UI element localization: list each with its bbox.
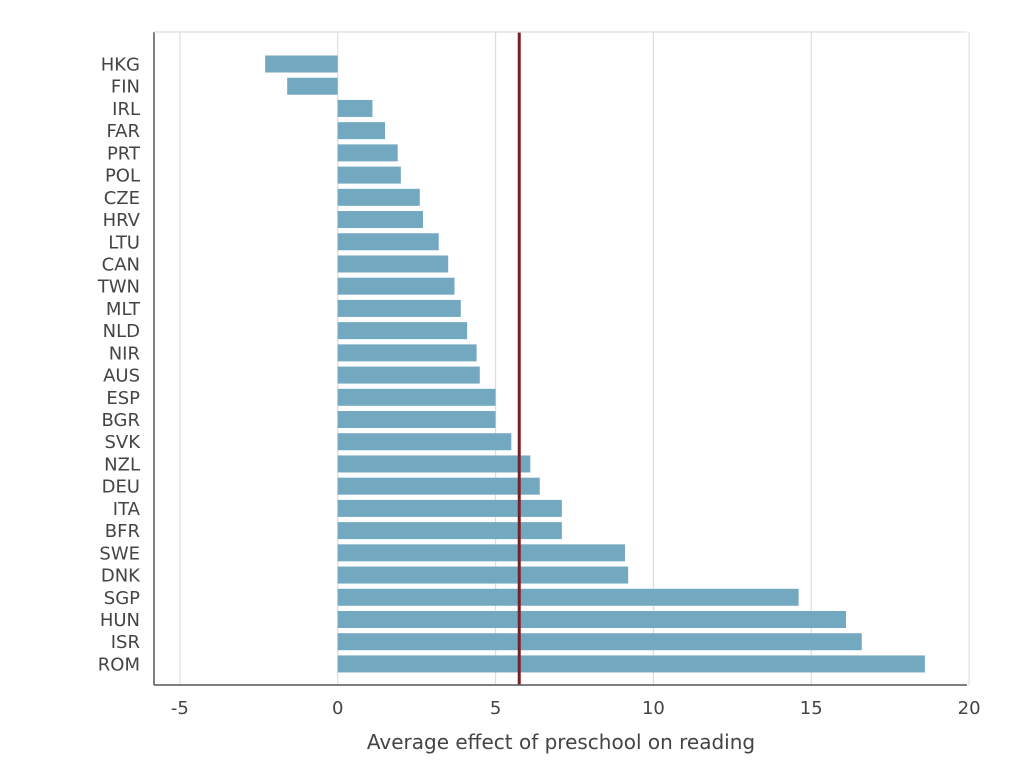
bar-svk xyxy=(337,433,512,451)
category-label-cze: CZE xyxy=(104,188,140,209)
bar-far xyxy=(337,122,386,140)
category-label-nzl: NZL xyxy=(104,454,140,475)
bar-bgr xyxy=(337,411,496,429)
category-label-hun: HUN xyxy=(100,610,140,631)
category-label-sgp: SGP xyxy=(104,588,140,609)
category-label-bgr: BGR xyxy=(102,410,141,431)
category-labels: HKGFINIRLFARPRTPOLCZEHRVLTUCANTWNMLTNLDN… xyxy=(97,55,141,676)
bar-nzl xyxy=(337,455,531,473)
category-label-aus: AUS xyxy=(103,366,140,387)
category-label-deu: DEU xyxy=(102,477,140,498)
category-label-swe: SWE xyxy=(99,543,140,564)
x-tick-label-15: 15 xyxy=(800,698,823,719)
x-tick-label-10: 10 xyxy=(642,698,665,719)
bar-bfr xyxy=(337,522,562,540)
bar-nld xyxy=(337,322,468,340)
category-label-rom: ROM xyxy=(98,654,140,675)
category-label-twn: TWN xyxy=(97,277,140,298)
category-label-isr: ISR xyxy=(111,632,140,653)
category-label-nir: NIR xyxy=(109,343,140,364)
bar-twn xyxy=(337,277,455,295)
bar-mlt xyxy=(337,299,461,317)
bar-hrv xyxy=(337,211,423,229)
bar-aus xyxy=(337,366,480,384)
bar-prt xyxy=(337,144,398,162)
category-label-bfr: BFR xyxy=(105,521,140,542)
bar-rom xyxy=(337,655,925,673)
category-label-fin: FIN xyxy=(111,77,140,98)
bar-irl xyxy=(337,99,373,117)
bar-isr xyxy=(337,633,862,651)
x-tick-label-neg5: -5 xyxy=(171,698,189,719)
bar-sgp xyxy=(337,588,799,606)
x-tick-label-0: 0 xyxy=(332,698,343,719)
axes xyxy=(153,31,967,686)
bar-deu xyxy=(337,477,540,495)
bar-can xyxy=(337,255,449,273)
category-label-ltu: LTU xyxy=(108,232,140,253)
category-label-nld: NLD xyxy=(103,321,140,342)
x-tick-label-5: 5 xyxy=(490,698,501,719)
category-label-svk: SVK xyxy=(104,432,141,453)
category-label-prt: PRT xyxy=(107,143,141,164)
category-label-esp: ESP xyxy=(106,388,140,409)
category-label-far: FAR xyxy=(106,121,140,142)
bar-pol xyxy=(337,166,401,184)
bar-hun xyxy=(337,611,846,628)
bar-fin xyxy=(287,77,338,95)
gridlines xyxy=(179,32,970,685)
x-tick-label-20: 20 xyxy=(958,698,981,719)
bar-dnk xyxy=(337,566,629,584)
tick-labels: -5 0 5 10 15 20 xyxy=(171,698,981,719)
category-label-ita: ITA xyxy=(113,499,141,520)
bar-nir xyxy=(337,344,477,362)
category-label-can: CAN xyxy=(102,254,140,275)
bars xyxy=(265,55,925,673)
x-axis-title: Average effect of preschool on reading xyxy=(367,730,755,754)
category-label-mlt: MLT xyxy=(106,299,141,320)
category-label-hrv: HRV xyxy=(103,210,141,231)
bar-swe xyxy=(337,544,625,562)
category-label-irl: IRL xyxy=(112,99,140,120)
category-label-dnk: DNK xyxy=(101,566,141,587)
bar-ltu xyxy=(337,233,439,251)
bar-ita xyxy=(337,499,562,517)
bar-esp xyxy=(337,388,496,406)
bar-hkg xyxy=(265,55,338,73)
bar-cze xyxy=(337,188,420,206)
category-label-pol: POL xyxy=(105,166,140,187)
category-label-hkg: HKG xyxy=(101,55,140,76)
